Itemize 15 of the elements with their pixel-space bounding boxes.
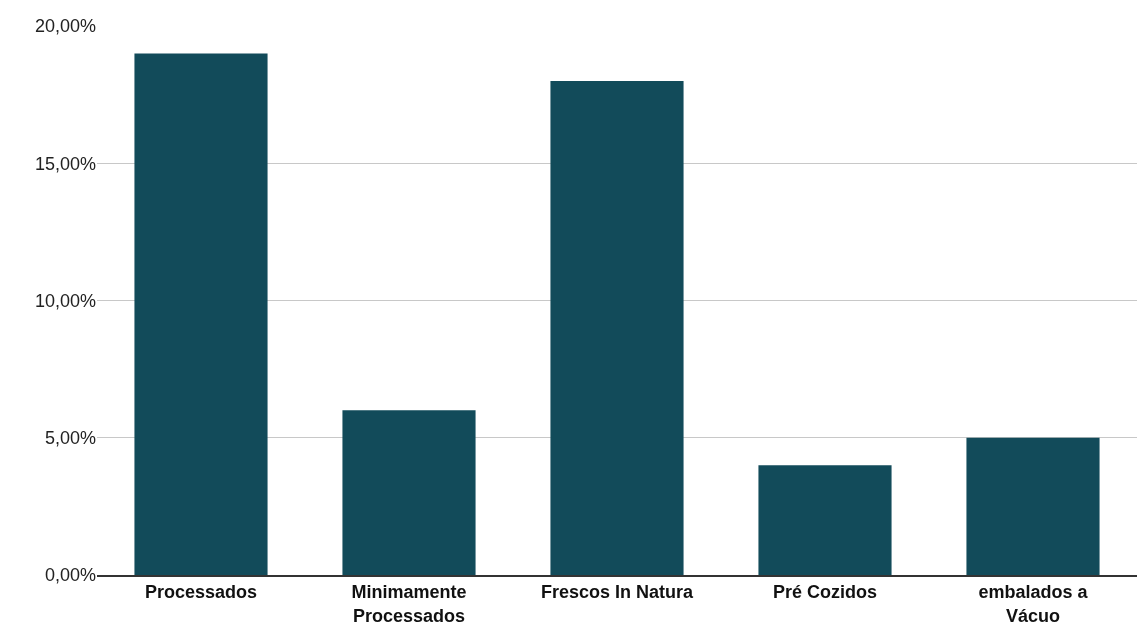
x-tick-label: Pré Cozidos	[772, 582, 878, 603]
x-tick-label: Processados	[144, 582, 258, 603]
bar	[134, 53, 268, 575]
y-tick-label: 10,00%	[34, 290, 96, 311]
y-tick-label: 20,00%	[34, 16, 96, 37]
x-tick-label: Frescos In Natura	[540, 582, 695, 603]
x-tick-label: embalados a Vácuo	[978, 582, 1089, 626]
y-tick-label: 5,00%	[44, 428, 96, 449]
bar	[758, 465, 892, 575]
bar	[550, 80, 684, 575]
bar	[342, 410, 476, 575]
x-tick-label: Minimamente Processados	[351, 582, 467, 626]
y-tick-label: 0,00%	[44, 565, 96, 586]
y-tick-label: 15,00%	[34, 153, 96, 174]
bar	[966, 437, 1100, 575]
